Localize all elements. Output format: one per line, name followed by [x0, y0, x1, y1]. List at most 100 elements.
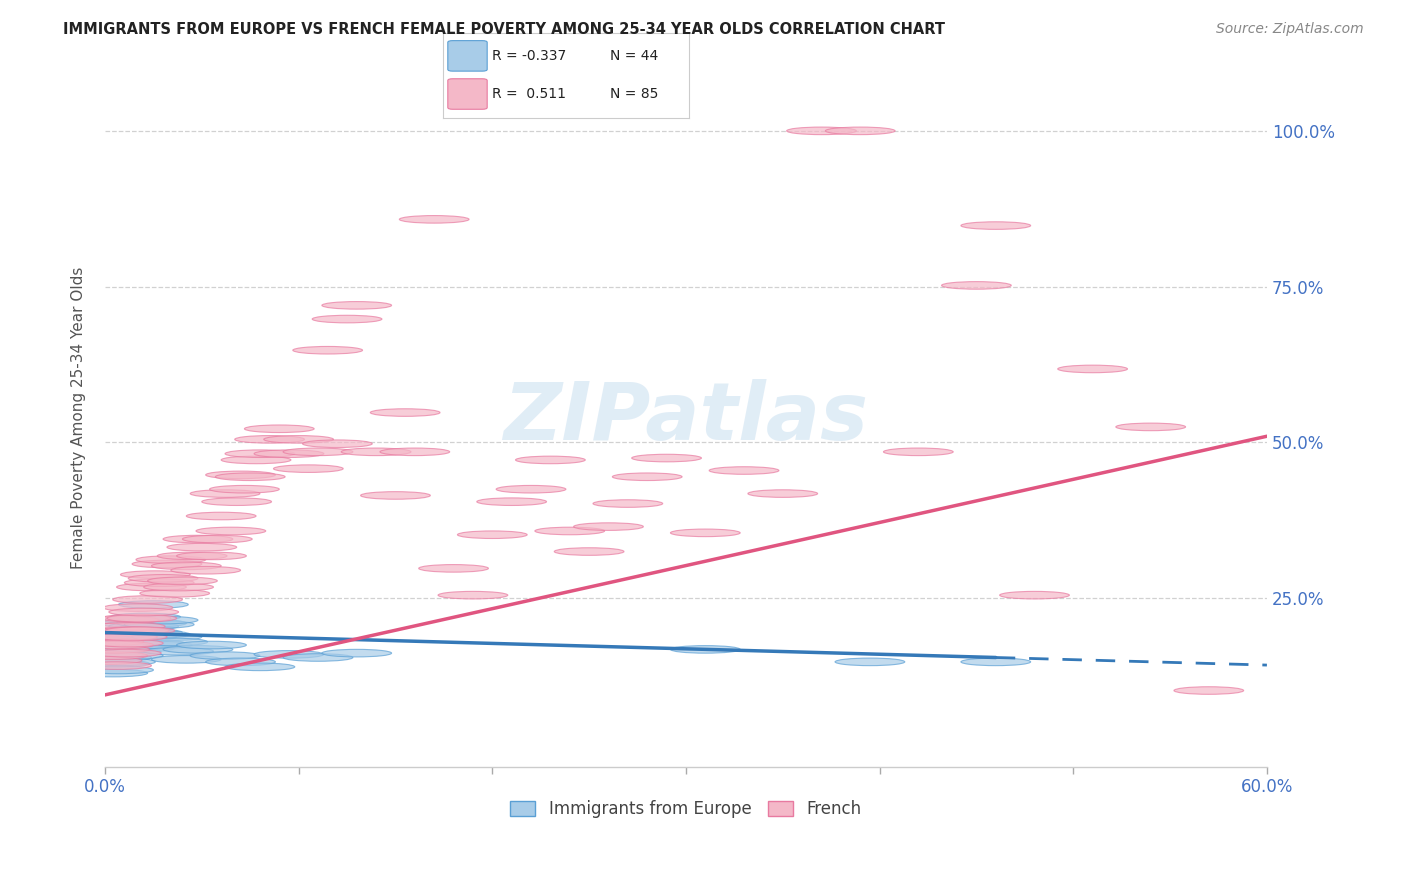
- Ellipse shape: [152, 562, 221, 570]
- Ellipse shape: [225, 450, 295, 458]
- Ellipse shape: [380, 448, 450, 456]
- Ellipse shape: [76, 629, 146, 636]
- Ellipse shape: [96, 629, 165, 636]
- Ellipse shape: [302, 440, 373, 448]
- Ellipse shape: [671, 646, 740, 653]
- Ellipse shape: [143, 583, 214, 591]
- Ellipse shape: [87, 641, 157, 648]
- Ellipse shape: [97, 619, 167, 627]
- Ellipse shape: [72, 657, 142, 665]
- Ellipse shape: [128, 616, 198, 624]
- Ellipse shape: [183, 535, 252, 543]
- Ellipse shape: [245, 425, 314, 433]
- Ellipse shape: [75, 650, 143, 658]
- Ellipse shape: [195, 527, 266, 535]
- Ellipse shape: [835, 658, 905, 665]
- Ellipse shape: [152, 656, 221, 663]
- Ellipse shape: [786, 127, 856, 135]
- Ellipse shape: [108, 608, 179, 615]
- Ellipse shape: [148, 577, 218, 584]
- Ellipse shape: [91, 648, 162, 655]
- Ellipse shape: [100, 627, 169, 634]
- Ellipse shape: [72, 657, 142, 665]
- Ellipse shape: [516, 456, 585, 464]
- Legend: Immigrants from Europe, French: Immigrants from Europe, French: [503, 793, 869, 824]
- Ellipse shape: [613, 473, 682, 481]
- Ellipse shape: [167, 543, 236, 551]
- Ellipse shape: [1174, 687, 1244, 694]
- Ellipse shape: [84, 641, 153, 648]
- Text: R = -0.337: R = -0.337: [492, 49, 567, 62]
- Text: IMMIGRANTS FROM EUROPE VS FRENCH FEMALE POVERTY AMONG 25-34 YEAR OLDS CORRELATIO: IMMIGRANTS FROM EUROPE VS FRENCH FEMALE …: [63, 22, 945, 37]
- Ellipse shape: [80, 646, 149, 653]
- Ellipse shape: [93, 640, 163, 647]
- Ellipse shape: [187, 512, 256, 520]
- Ellipse shape: [235, 435, 305, 443]
- Ellipse shape: [748, 490, 818, 498]
- Ellipse shape: [1057, 365, 1128, 373]
- Ellipse shape: [177, 641, 246, 648]
- Ellipse shape: [172, 566, 240, 574]
- Ellipse shape: [190, 652, 260, 659]
- Ellipse shape: [709, 467, 779, 475]
- Text: ZIPatlas: ZIPatlas: [503, 378, 869, 457]
- Ellipse shape: [112, 629, 183, 636]
- Ellipse shape: [105, 644, 174, 652]
- Ellipse shape: [457, 531, 527, 539]
- Ellipse shape: [1116, 423, 1185, 431]
- Ellipse shape: [322, 649, 392, 657]
- Ellipse shape: [90, 616, 159, 624]
- FancyBboxPatch shape: [447, 41, 486, 71]
- Text: R =  0.511: R = 0.511: [492, 87, 567, 101]
- Ellipse shape: [76, 644, 146, 652]
- Ellipse shape: [205, 658, 276, 665]
- Ellipse shape: [960, 658, 1031, 665]
- Ellipse shape: [132, 560, 202, 568]
- Ellipse shape: [84, 666, 153, 673]
- Ellipse shape: [322, 301, 392, 310]
- Ellipse shape: [132, 633, 202, 640]
- Ellipse shape: [419, 565, 488, 572]
- Ellipse shape: [205, 471, 276, 479]
- Ellipse shape: [254, 450, 323, 458]
- Ellipse shape: [124, 621, 194, 628]
- Ellipse shape: [825, 127, 896, 135]
- Ellipse shape: [215, 473, 285, 481]
- Text: N = 44: N = 44: [610, 49, 658, 62]
- Ellipse shape: [202, 498, 271, 506]
- Ellipse shape: [112, 596, 183, 603]
- Y-axis label: Female Poverty Among 25-34 Year Olds: Female Poverty Among 25-34 Year Olds: [72, 267, 86, 569]
- Ellipse shape: [283, 448, 353, 456]
- Text: N = 85: N = 85: [610, 87, 658, 101]
- Ellipse shape: [100, 637, 169, 644]
- Ellipse shape: [136, 556, 205, 564]
- Ellipse shape: [138, 638, 208, 646]
- Ellipse shape: [117, 583, 187, 591]
- Ellipse shape: [360, 491, 430, 500]
- Ellipse shape: [77, 669, 148, 677]
- Ellipse shape: [342, 448, 411, 456]
- Ellipse shape: [107, 615, 177, 622]
- Ellipse shape: [671, 529, 740, 537]
- Ellipse shape: [225, 663, 295, 671]
- Ellipse shape: [883, 448, 953, 456]
- Ellipse shape: [163, 646, 233, 653]
- Ellipse shape: [209, 485, 280, 493]
- Ellipse shape: [292, 346, 363, 354]
- Ellipse shape: [118, 600, 188, 608]
- Ellipse shape: [163, 535, 233, 543]
- Ellipse shape: [399, 216, 470, 223]
- Ellipse shape: [1000, 591, 1070, 599]
- Ellipse shape: [91, 649, 162, 657]
- Ellipse shape: [75, 638, 143, 646]
- Ellipse shape: [139, 590, 209, 597]
- Ellipse shape: [534, 527, 605, 535]
- Ellipse shape: [90, 632, 159, 640]
- Ellipse shape: [80, 660, 149, 667]
- Ellipse shape: [157, 552, 226, 559]
- Ellipse shape: [121, 631, 190, 638]
- Ellipse shape: [273, 465, 343, 473]
- Ellipse shape: [177, 552, 246, 559]
- Ellipse shape: [264, 435, 333, 443]
- Ellipse shape: [105, 627, 174, 634]
